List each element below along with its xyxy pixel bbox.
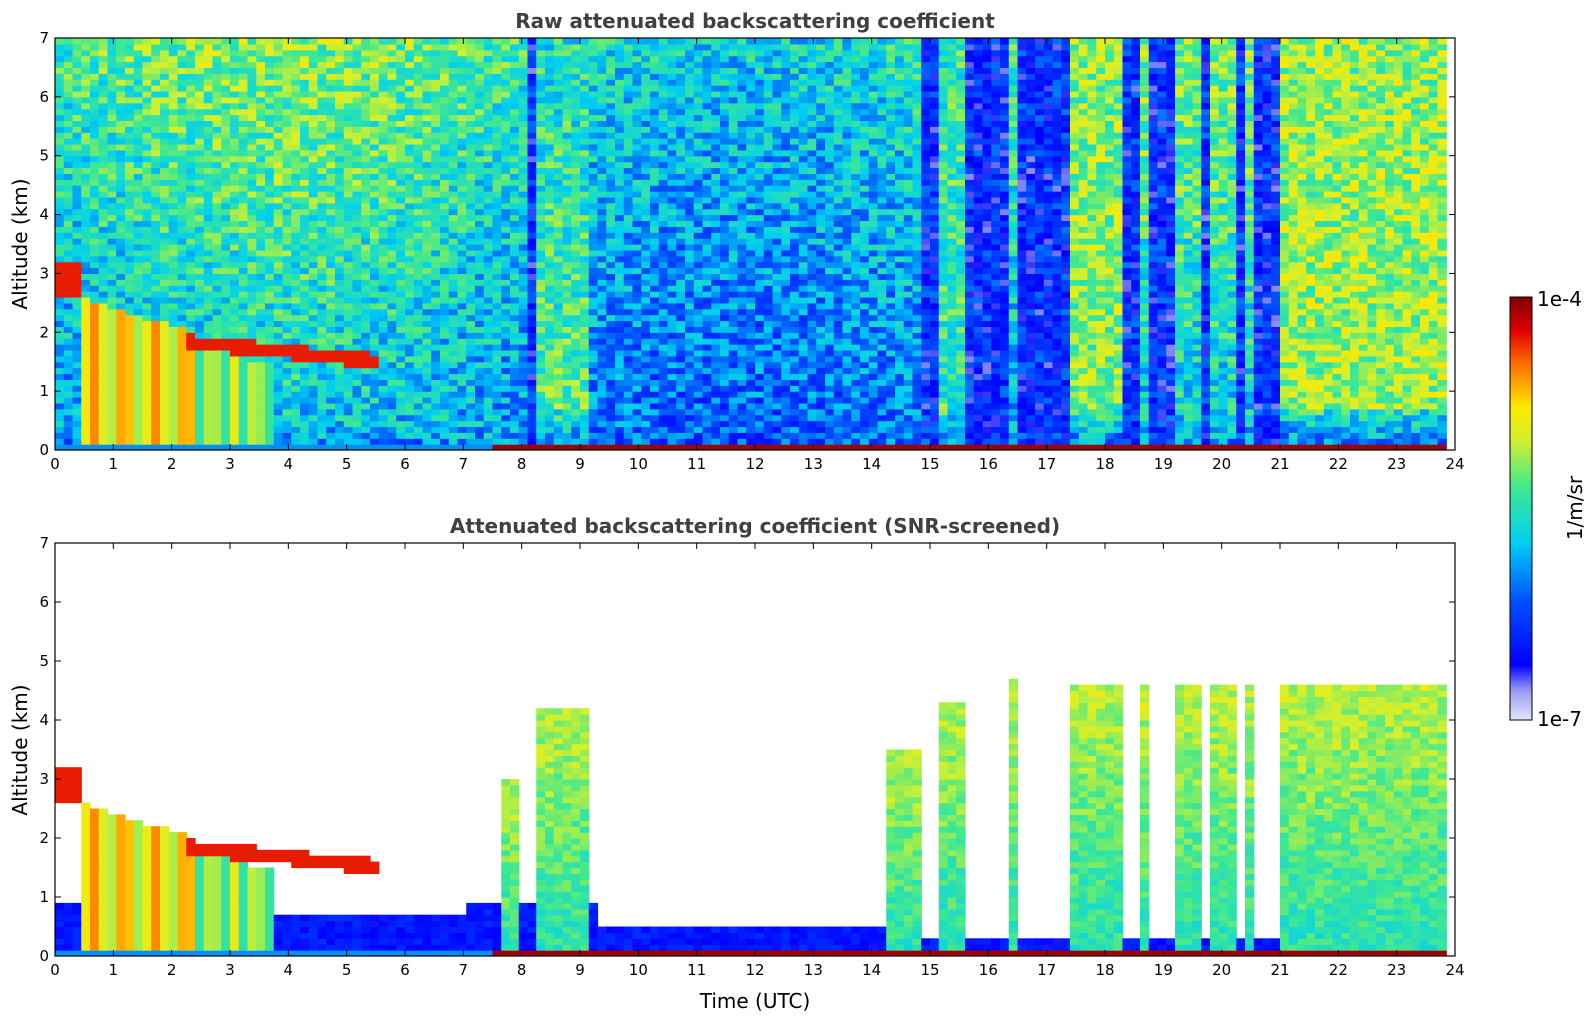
bottom-y-ticks: 0 1 2 3 4 5 6 7 (39, 534, 1455, 965)
top-x-tick-label: 10 (629, 455, 648, 473)
bottom-y-tick-label: 4 (39, 711, 49, 729)
top-x-tick-label: 5 (342, 455, 352, 473)
bottom-x-tick-label: 2 (167, 961, 177, 979)
top-x-tick-label: 23 (1387, 455, 1406, 473)
top-panel: Raw attenuated backscattering coefficien… (8, 9, 1465, 473)
bottom-heatmap-cells (55, 678, 1447, 956)
top-x-tick-label: 8 (517, 455, 527, 473)
bottom-y-tick-label: 5 (39, 652, 49, 670)
bottom-x-tick-label: 19 (1154, 961, 1173, 979)
bottom-x-tick-label: 14 (862, 961, 881, 979)
top-x-tick-label: 16 (979, 455, 998, 473)
top-x-tick-label: 19 (1154, 455, 1173, 473)
top-panel-title: Raw attenuated backscattering coefficien… (515, 9, 995, 33)
bottom-x-tick-label: 6 (400, 961, 410, 979)
bottom-x-ticks: 0 1 2 3 4 5 6 7 8 9 10 11 12 13 14 15 16 17 18 19 20 21 22 23 24 (50, 543, 1465, 979)
bottom-x-tick-label: 12 (745, 961, 764, 979)
colorbar-unit-label: 1/m/sr (1563, 475, 1587, 540)
top-x-tick-label: 17 (1037, 455, 1056, 473)
top-x-tick-label: 3 (225, 455, 235, 473)
top-x-tick-label: 1 (109, 455, 119, 473)
colorbar-gradient (1509, 296, 1533, 721)
bottom-x-tick-label: 15 (920, 961, 939, 979)
top-x-tick-label: 20 (1212, 455, 1231, 473)
top-x-tick-label: 18 (1095, 455, 1114, 473)
bottom-x-tick-label: 16 (979, 961, 998, 979)
top-x-tick-label: 15 (920, 455, 939, 473)
bottom-y-tick-label: 1 (39, 888, 49, 906)
bottom-x-tick-label: 21 (1270, 961, 1289, 979)
bottom-x-tick-label: 17 (1037, 961, 1056, 979)
top-y-tick-label: 4 (39, 206, 49, 224)
bottom-x-tick-label: 0 (50, 961, 60, 979)
top-y-tick-label: 0 (39, 441, 49, 459)
top-y-tick-label: 2 (39, 323, 49, 341)
bottom-x-tick-label: 18 (1095, 961, 1114, 979)
top-y-tick-label: 5 (39, 147, 49, 165)
top-x-tick-label: 21 (1270, 455, 1289, 473)
bottom-x-tick-label: 5 (342, 961, 352, 979)
colorbar-min-label: 1e-7 (1537, 707, 1582, 731)
top-y-tick-label: 7 (39, 29, 49, 47)
bottom-x-tick-label: 24 (1445, 961, 1464, 979)
bottom-x-tick-label: 23 (1387, 961, 1406, 979)
colorbar-max-label: 1e-4 (1537, 287, 1582, 311)
top-x-tick-label: 14 (862, 455, 881, 473)
top-x-tick-label: 13 (804, 455, 823, 473)
bottom-x-tick-label: 8 (517, 961, 527, 979)
top-x-tick-label: 24 (1445, 455, 1464, 473)
bottom-x-tick-label: 22 (1329, 961, 1348, 979)
top-x-tick-label: 12 (745, 455, 764, 473)
bottom-x-tick-label: 20 (1212, 961, 1231, 979)
bottom-x-tick-label: 4 (284, 961, 294, 979)
colorbar: 1e-4 1e-7 1/m/sr (1509, 287, 1587, 731)
bottom-x-tick-label: 1 (109, 961, 119, 979)
top-x-tick-label: 0 (50, 455, 60, 473)
bottom-panel-title: Attenuated backscattering coefficient (S… (450, 514, 1060, 538)
bottom-x-tick-label: 11 (687, 961, 706, 979)
top-y-tick-label: 6 (39, 88, 49, 106)
bottom-x-tick-label: 7 (459, 961, 469, 979)
top-y-tick-label: 1 (39, 382, 49, 400)
top-x-tick-label: 6 (400, 455, 410, 473)
top-x-tick-label: 9 (575, 455, 585, 473)
bottom-y-tick-label: 0 (39, 947, 49, 965)
top-y-tick-label: 3 (39, 264, 49, 282)
bottom-y-tick-label: 7 (39, 534, 49, 552)
bottom-x-tick-label: 10 (629, 961, 648, 979)
bottom-x-tick-label: 3 (225, 961, 235, 979)
x-axis-label: Time (UTC) (699, 989, 811, 1013)
top-x-tick-label: 22 (1329, 455, 1348, 473)
bottom-y-tick-label: 6 (39, 593, 49, 611)
top-y-ticks: 0 1 2 3 4 5 6 7 (39, 29, 1455, 459)
top-x-tick-label: 7 (459, 455, 469, 473)
bottom-x-tick-label: 9 (575, 961, 585, 979)
bottom-x-tick-label: 13 (804, 961, 823, 979)
top-x-tick-label: 2 (167, 455, 177, 473)
top-x-tick-label: 11 (687, 455, 706, 473)
bottom-panel: Attenuated backscattering coefficient (S… (8, 514, 1465, 1013)
bottom-y-axis-label: Altitude (km) (8, 684, 32, 815)
bottom-y-tick-label: 2 (39, 829, 49, 847)
top-x-ticks: 0 1 2 3 4 5 6 7 8 9 10 11 12 13 14 15 16 17 18 19 20 21 22 23 24 (50, 38, 1465, 473)
top-heatmap-cells (55, 38, 1447, 450)
top-y-axis-label: Altitude (km) (8, 178, 32, 309)
bottom-y-tick-label: 3 (39, 770, 49, 788)
top-x-tick-label: 4 (284, 455, 294, 473)
